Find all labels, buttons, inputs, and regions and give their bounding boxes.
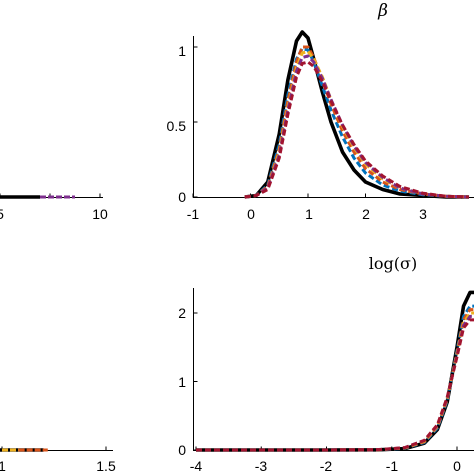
x-tick-label: 0	[247, 206, 255, 222]
x-tick-label: 10	[92, 206, 108, 222]
series-line-5	[196, 318, 474, 452]
axis-ticks	[192, 46, 424, 198]
panel-top-left: 5 10	[0, 193, 108, 222]
series-line-0	[244, 30, 469, 199]
panel-title: β	[377, 1, 388, 21]
y-tick-label: 0.5	[167, 118, 187, 134]
y-tick-label: 1	[178, 43, 186, 59]
x-tick-label: -3	[255, 458, 268, 474]
x-tick-label: -1	[386, 458, 399, 474]
x-tick-label: -2	[320, 458, 333, 474]
series-group	[196, 290, 474, 452]
panel-log-sigma: log(σ) 0 1 2 -4 -3 -2 -1 0	[178, 254, 474, 474]
series-line-1	[196, 304, 474, 452]
panel-bottom-left: 1 1.5	[0, 446, 116, 474]
panel-title: log(σ)	[369, 254, 417, 273]
x-tick-label: -4	[190, 458, 203, 474]
series-line-5	[244, 60, 470, 199]
x-tick-label: 5	[0, 206, 4, 222]
y-tick-label: 0	[178, 189, 186, 205]
axis-ticks	[193, 312, 458, 451]
series-line-0	[196, 290, 474, 452]
x-tick-label: 0	[453, 458, 461, 474]
x-tick-label: 3	[419, 206, 427, 222]
x-tick-label: 1	[305, 206, 313, 222]
y-tick-label: 2	[178, 305, 186, 321]
series-group	[244, 30, 470, 199]
panel-beta: β 0 0.5 1 -1 0 1 2 3	[167, 1, 474, 222]
x-tick-label: -1	[187, 206, 200, 222]
x-tick-label: 1	[0, 458, 6, 474]
x-tick-label: 1.5	[96, 458, 116, 474]
series-line-4	[244, 54, 470, 199]
x-tick-label: 2	[362, 206, 370, 222]
y-tick-label: 1	[178, 374, 186, 390]
y-tick-label: 0	[178, 442, 186, 458]
